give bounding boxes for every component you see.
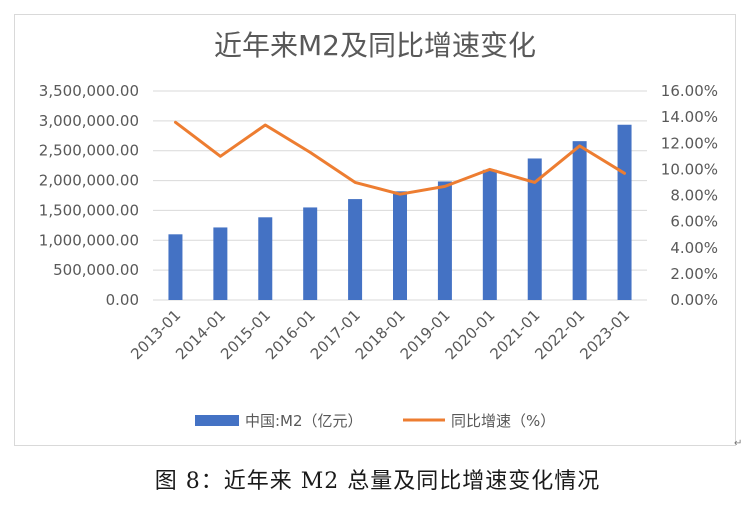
bar-series xyxy=(168,124,632,300)
bar xyxy=(617,124,632,300)
left-tick-label: 2,000,000.00 xyxy=(39,172,139,190)
x-axis-ticks: 2013-012014-012015-012016-012017-012018-… xyxy=(127,306,633,363)
bar xyxy=(393,191,407,300)
right-tick-label: 8.00% xyxy=(670,187,718,205)
right-tick-label: 14.00% xyxy=(661,108,718,126)
legend-bar-label: 中国:M2（亿元） xyxy=(245,412,363,430)
right-tick-label: 2.00% xyxy=(670,265,718,283)
legend-bar-swatch xyxy=(195,415,239,426)
left-tick-label: 1,500,000.00 xyxy=(39,201,139,219)
right-tick-label: 16.00% xyxy=(661,82,718,100)
chart-frame: 近年来M2及同比增速变化 0.00 500,000.00 1,000,000.00 1… xyxy=(14,14,736,446)
left-tick-label: 0.00 xyxy=(106,291,139,309)
left-tick-label: 1,000,000.00 xyxy=(39,231,139,249)
bar xyxy=(482,169,497,300)
x-tick-label: 2023-01 xyxy=(576,306,633,363)
bar xyxy=(437,181,452,300)
legend-line-label: 同比增速（%） xyxy=(451,412,555,430)
bar xyxy=(527,158,542,300)
chart-svg: 近年来M2及同比增速变化 0.00 500,000.00 1,000,000.00 1… xyxy=(39,29,718,430)
bar xyxy=(258,217,273,300)
chart-title: 近年来M2及同比增速变化 xyxy=(214,29,536,62)
bar xyxy=(572,141,587,300)
growth-line xyxy=(174,120,626,196)
left-tick-label: 2,500,000.00 xyxy=(39,142,139,160)
right-tick-label: 6.00% xyxy=(670,213,718,231)
right-axis-ticks: 0.00% 2.00% 4.00% 6.00% 8.00% 10.00% 12.00% 14.… xyxy=(661,82,718,309)
line-series xyxy=(174,120,626,196)
left-tick-label: 3,000,000.00 xyxy=(39,112,139,130)
right-tick-label: 4.00% xyxy=(670,239,718,257)
right-tick-label: 12.00% xyxy=(661,134,718,152)
right-tick-label: 0.00% xyxy=(670,291,718,309)
bar xyxy=(213,227,228,300)
bar xyxy=(303,207,318,300)
left-axis-ticks: 0.00 500,000.00 1,000,000.00 1,500,000.00 2,… xyxy=(39,82,139,309)
paragraph-mark: ↵ xyxy=(734,438,743,449)
bar xyxy=(168,234,183,300)
left-tick-label: 3,500,000.00 xyxy=(39,82,139,100)
left-tick-label: 500,000.00 xyxy=(53,261,139,279)
legend: 中国:M2（亿元） 同比增速（%） xyxy=(195,412,555,430)
bar xyxy=(348,199,363,300)
right-tick-label: 10.00% xyxy=(661,160,718,178)
figure-caption: 图 8：近年来 M2 总量及同比增速变化情况 xyxy=(154,469,601,494)
